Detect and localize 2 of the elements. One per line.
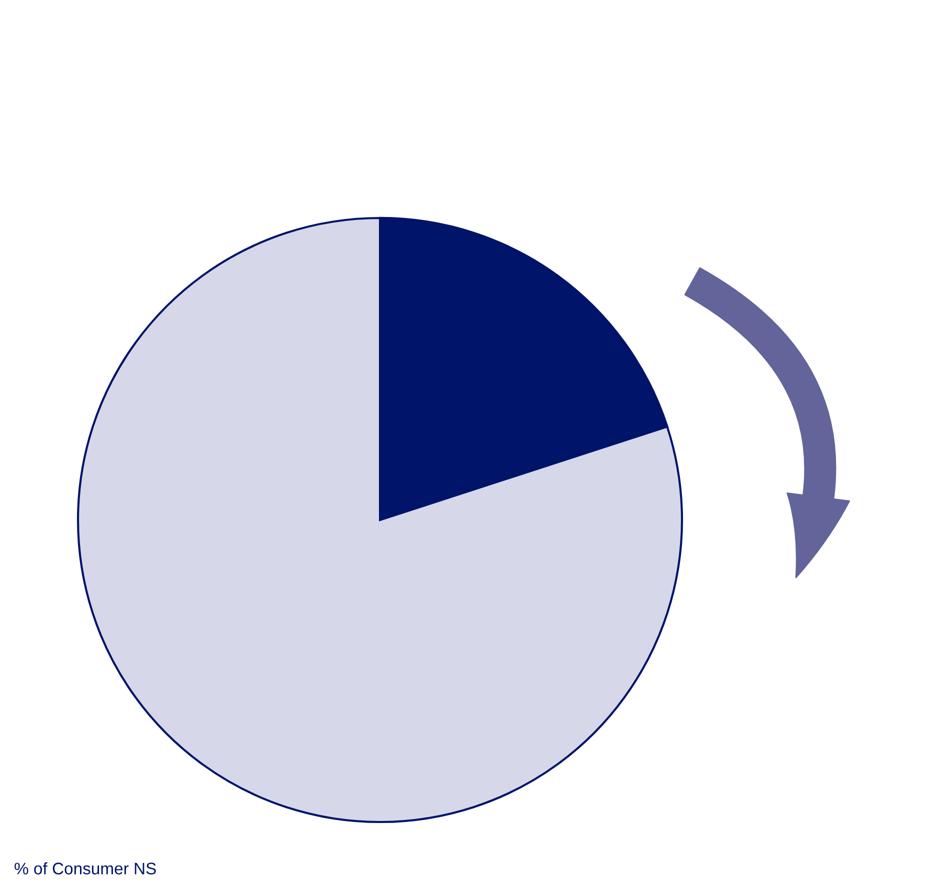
text: % of Consumer NS	[14, 862, 156, 874]
pie-slice	[76, 216, 684, 824]
